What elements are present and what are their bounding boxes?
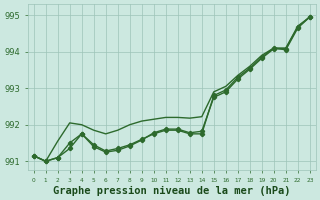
X-axis label: Graphe pression niveau de la mer (hPa): Graphe pression niveau de la mer (hPa) [53,186,291,196]
